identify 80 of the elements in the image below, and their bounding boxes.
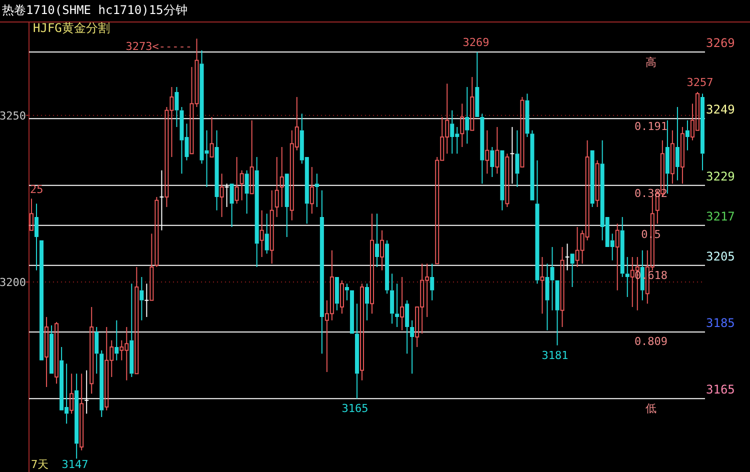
ref-line-label: 3229 xyxy=(706,169,735,184)
candlestick xyxy=(540,256,544,314)
candlestick xyxy=(360,283,364,381)
annotation: 3147 xyxy=(62,458,88,471)
candlestick xyxy=(365,283,369,321)
candlestick xyxy=(314,173,319,208)
annotation: 3269 xyxy=(462,36,490,49)
candlestick xyxy=(244,170,249,214)
candlestick xyxy=(100,350,104,418)
candlestick xyxy=(430,263,434,301)
candlestick xyxy=(264,213,269,254)
ref-line-label: 3269 xyxy=(706,36,735,50)
y-tick-label: 3200 xyxy=(0,276,26,289)
annotation: 3181 xyxy=(542,349,568,362)
candlestick xyxy=(490,146,494,178)
candlestick xyxy=(460,103,464,148)
candlestick xyxy=(380,230,384,271)
candlestick xyxy=(515,130,520,188)
annotation: 3273<----- xyxy=(126,40,192,53)
candlestick xyxy=(375,213,380,268)
candlestick xyxy=(310,166,314,214)
candlestick xyxy=(114,320,119,361)
candlestick xyxy=(525,93,530,138)
candlestick xyxy=(385,240,390,294)
candlestick xyxy=(390,273,394,324)
candlestick xyxy=(354,303,359,400)
candlestick xyxy=(675,106,680,181)
candlestick xyxy=(670,130,674,184)
ref-line-label: 3205 xyxy=(706,249,735,264)
candlestick xyxy=(90,306,94,394)
candlestick xyxy=(625,256,630,298)
candlestick xyxy=(74,373,79,460)
annotation: 0.191 xyxy=(634,120,668,133)
candlestick xyxy=(44,316,49,388)
candlestick xyxy=(130,283,134,378)
annotation: 高 xyxy=(646,56,656,69)
candlestick xyxy=(34,203,39,271)
chart-subtitle: HJFG黄金分割 xyxy=(33,21,110,35)
candlestick xyxy=(144,283,149,318)
y-tick-label: 3250 xyxy=(0,109,26,122)
candlestick xyxy=(395,283,400,328)
ref-line-label: 3249 xyxy=(706,102,735,117)
candlestick xyxy=(320,190,324,354)
candlestick xyxy=(400,276,404,331)
candlestick xyxy=(665,120,670,194)
ref-line-label: 3185 xyxy=(706,316,735,330)
candlestick xyxy=(254,156,259,268)
ref-line-label: 3217 xyxy=(706,209,735,224)
annotation: 3257 xyxy=(686,76,714,89)
candlestick xyxy=(465,86,470,144)
annotation: 7天 xyxy=(31,458,49,471)
candlestick xyxy=(535,160,540,284)
candlestick xyxy=(615,223,620,291)
candlestick xyxy=(620,216,624,278)
candlestick xyxy=(344,283,349,301)
candlestick xyxy=(485,130,490,174)
ref-line-label: 3165 xyxy=(706,382,735,397)
chart-title: 热卷1710(SHME hc1710)15分钟 xyxy=(2,3,188,17)
candlestick xyxy=(214,130,219,211)
candlestick xyxy=(405,300,410,354)
annotation: 0.809 xyxy=(634,335,668,348)
candlestick xyxy=(140,276,144,321)
candlestick xyxy=(410,320,414,374)
candlestick xyxy=(505,153,510,208)
candlestick xyxy=(270,190,274,264)
candlestick xyxy=(260,210,264,258)
candlestick xyxy=(94,326,99,374)
candlestick xyxy=(700,93,704,171)
candlestick xyxy=(280,146,284,208)
candlestick xyxy=(480,113,484,184)
annotation: 25 xyxy=(30,183,44,196)
annotation: 3165 xyxy=(342,402,368,415)
candlestick xyxy=(560,246,564,328)
candlestick xyxy=(80,373,84,451)
candlestick xyxy=(220,173,224,218)
candlestick xyxy=(274,156,279,218)
candlestick xyxy=(685,120,690,151)
annotation: 低 xyxy=(646,402,656,415)
candlestick xyxy=(370,213,374,314)
candlestick xyxy=(174,86,179,128)
